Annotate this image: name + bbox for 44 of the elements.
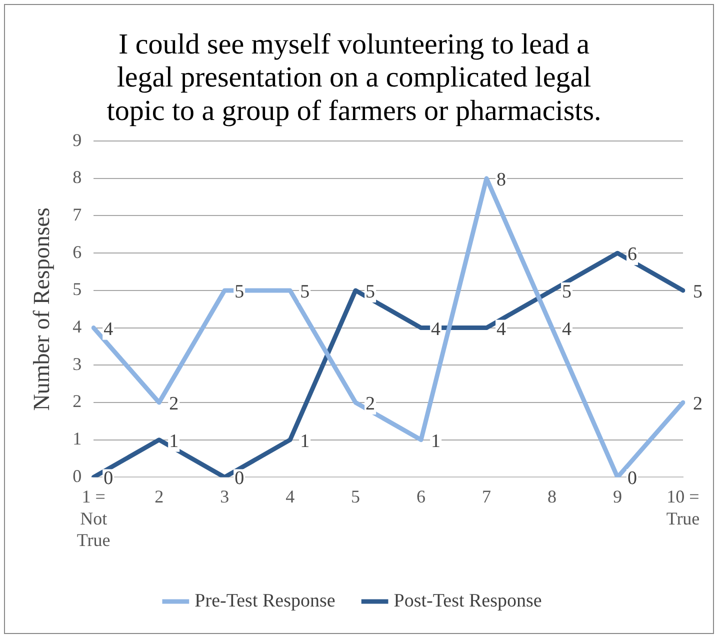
data-label: 1	[169, 430, 179, 452]
x-tick-label: 5	[351, 486, 360, 507]
data-label: 1	[431, 430, 441, 452]
x-tick-label: 3	[220, 486, 230, 507]
y-tick-label: 4	[72, 316, 82, 337]
x-tick-label: 1 = Not True	[76, 486, 110, 550]
data-label: 6	[628, 244, 638, 266]
x-tick-label: 4	[286, 486, 295, 507]
data-label: 4	[431, 318, 442, 340]
data-label: 4	[496, 318, 507, 340]
y-tick-label: 6	[72, 242, 82, 262]
legend-label: Pre-Test Response	[194, 590, 336, 612]
data-label: 1	[300, 430, 310, 452]
y-tick-label: 3	[72, 354, 82, 374]
y-tick-label: 7	[72, 204, 82, 224]
data-label: 5	[234, 281, 244, 302]
data-label: 5	[300, 281, 310, 302]
data-label: 0	[628, 468, 638, 490]
data-label: 5	[562, 281, 572, 302]
y-tick-label: 5	[72, 279, 82, 300]
data-label: 0	[104, 468, 114, 490]
y-tick-label: 8	[72, 167, 82, 188]
data-label: 2	[366, 393, 376, 414]
data-label: 2	[169, 393, 179, 414]
y-tick-label: 9	[72, 130, 82, 150]
data-label: 5	[693, 281, 702, 302]
data-label: 8	[496, 169, 506, 190]
data-label: 5	[366, 281, 376, 302]
y-axis-title: Number of Responses	[28, 208, 54, 411]
data-label: 0	[234, 468, 244, 490]
y-tick-label: 0	[72, 466, 82, 486]
x-tick-label: 10 = True	[666, 486, 700, 528]
data-label: 4	[562, 318, 572, 340]
chart-title: I could see myself volunteering to lead a legal presentation on a complicated legal topic to a group of farmers or pharmacists.	[106, 28, 602, 127]
x-tick-label: 2	[154, 486, 164, 507]
x-tick-label: 9	[613, 486, 622, 507]
y-tick-label: 1	[72, 428, 82, 449]
x-tick-label: 7	[482, 486, 492, 507]
y-tick-label: 2	[72, 391, 82, 412]
x-tick-label: 8	[548, 486, 557, 507]
legend-label: Post-Test Response	[394, 590, 542, 612]
data-label: 2	[693, 393, 702, 414]
x-tick-label: 6	[416, 486, 426, 507]
data-label: 4	[104, 318, 114, 340]
